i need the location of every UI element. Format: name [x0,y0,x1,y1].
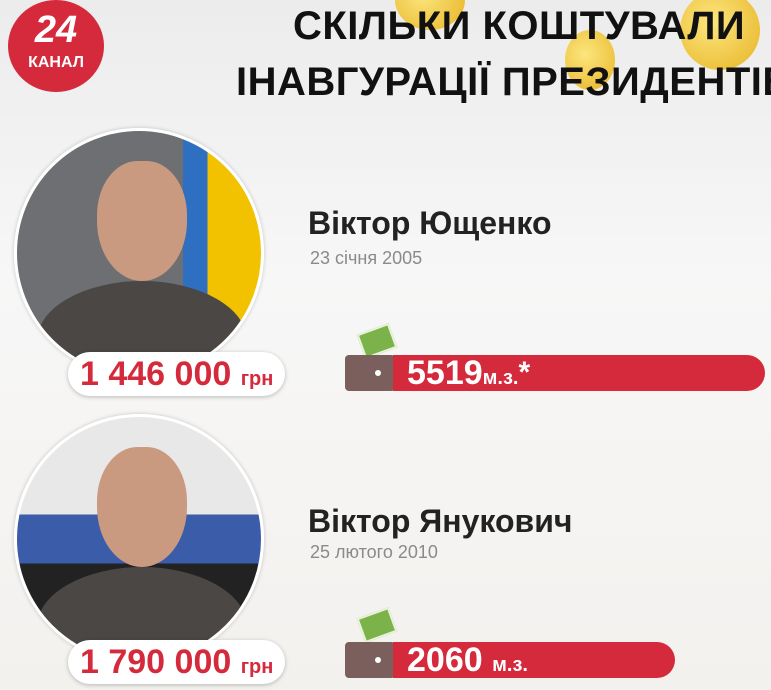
logo-number: 24 [34,9,78,51]
cost-currency: грн [240,368,274,390]
wallet-icon [345,355,395,391]
cost-amount: 1 790 000 [80,643,232,681]
footnote-mark: * [518,356,531,389]
cost-badge: 1 446 000 грн [68,352,286,396]
money-icon [356,322,398,360]
president-name: Віктор Ющенко [308,205,552,241]
yanukovych-photo [14,414,264,664]
inauguration-date: 25 лютого 2010 [310,542,438,562]
yushchenko-photo [14,128,264,378]
title-line-1: СКІЛЬКИ КОШТУВАЛИ [293,4,746,48]
wallet-icon [345,642,395,678]
min-wage-value: 5519 [407,354,483,392]
inauguration-date: 23 січня 2005 [310,248,423,268]
min-wage-bar: 2060 м.з. [393,642,675,678]
cost-currency: грн [240,656,274,678]
coin-decoration [565,30,615,90]
coin-decoration [680,0,760,70]
channel-logo: 24 КАНАЛ [8,0,104,92]
min-wage-bar: 5519м.з.* [393,355,765,391]
title-line-2: ІНАВГУРАЦІЇ ПРЕЗИДЕНТІВ [236,60,771,104]
cost-badge: 1 790 000 грн [68,640,286,684]
min-wage-value: 2060 [407,641,483,679]
min-wage-unit: м.з. [482,367,519,389]
min-wage-unit: м.з. [492,654,528,676]
money-icon [356,606,398,644]
logo-text: КАНАЛ [28,54,84,71]
cost-amount: 1 446 000 [80,355,232,393]
president-name: Віктор Янукович [308,503,573,539]
